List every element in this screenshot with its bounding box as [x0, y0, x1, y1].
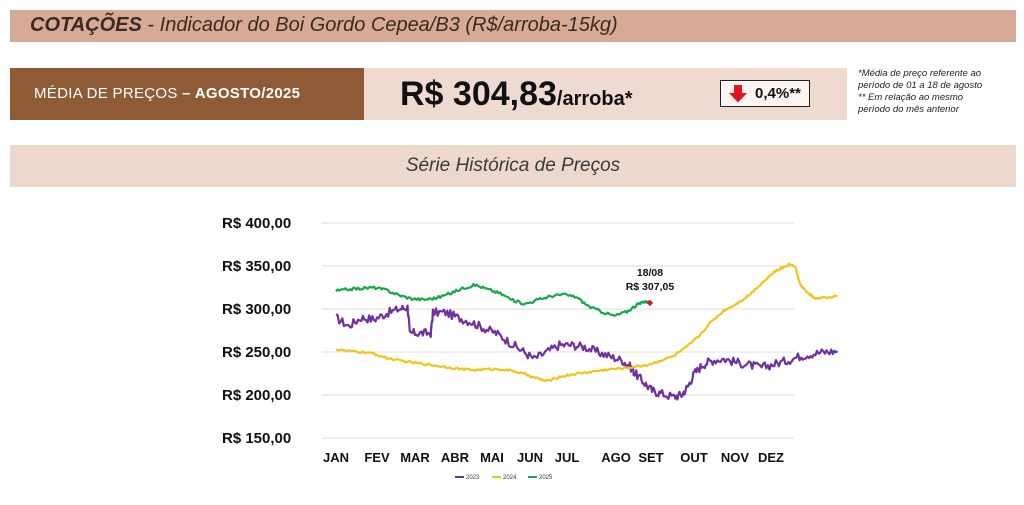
footnote-line: *Média de preço referente ao [858, 68, 982, 79]
arrow-down-icon [729, 85, 747, 103]
series-line-2024 [335, 262, 838, 382]
chart-grid [322, 222, 794, 439]
x-tick-label: FEV [364, 450, 390, 465]
average-price-value: R$ 304,83/arroba* [400, 75, 633, 114]
y-tick-label: R$ 300,00 [222, 301, 291, 318]
footnote-line: ** Em relação ao mesmo [858, 92, 964, 103]
x-axis: JAN FEV MAR ABR MAI JUN JUL AGO SET OUT NOV DEZ [323, 450, 784, 465]
change-badge: 0,4%** [720, 80, 810, 107]
price-number: R$ 304,83 [400, 75, 557, 113]
y-tick-label: R$ 150,00 [222, 430, 291, 447]
price-history-chart: R$ 400,00 R$ 350,00 R$ 300,00 R$ 250,00 R$ 2… [222, 215, 839, 481]
x-tick-label: JUL [555, 450, 580, 465]
legend-label: 2025 [539, 475, 553, 481]
y-axis: R$ 400,00 R$ 350,00 R$ 300,00 R$ 250,00 R$ 2… [222, 215, 291, 447]
x-tick-label: MAR [400, 450, 430, 465]
x-tick-label: JAN [323, 450, 349, 465]
price-unit: /arroba* [556, 88, 633, 110]
page-title: COTAÇÕES - Indicador do Boi Gordo Cepea/… [30, 14, 618, 37]
legend-label: 2023 [466, 475, 480, 481]
series-line-2023 [335, 304, 839, 401]
price-box: R$ 304,83/arroba* 0,4%** [364, 68, 847, 120]
x-tick-label: ABR [441, 450, 470, 465]
average-price-period: – AGOSTO/2025 [182, 85, 301, 102]
x-tick-label: SET [638, 450, 663, 465]
average-price-prefix: MÉDIA DE PREÇOS [34, 85, 183, 102]
y-tick-label: R$ 250,00 [222, 344, 291, 361]
page-title-rest: - Indicador do Boi Gordo Cepea/B3 (R$/ar… [141, 14, 618, 36]
x-tick-label: OUT [680, 450, 708, 465]
footnote-line: período de 01 a 18 de agosto [858, 80, 983, 91]
series-title: Série Histórica de Preços [405, 155, 621, 176]
x-tick-label: MAI [480, 450, 504, 465]
title-band: COTAÇÕES - Indicador do Boi Gordo Cepea/… [10, 10, 1016, 42]
y-tick-label: R$ 350,00 [222, 258, 291, 275]
footnotes: *Média de preço referente ao período de … [858, 68, 1018, 116]
annotation-date: 18/08 [637, 267, 663, 279]
series-title-band: Série Histórica de Preços [10, 145, 1016, 187]
x-tick-label: NOV [721, 450, 750, 465]
chart-legend: 2023 2024 2025 [455, 475, 553, 481]
change-percent: 0,4%** [755, 85, 801, 102]
average-price-label: MÉDIA DE PREÇOS – AGOSTO/2025 [10, 68, 364, 120]
x-tick-label: DEZ [758, 450, 784, 465]
chart-annotation: 18/08 R$ 307,05 [626, 267, 675, 307]
legend-label: 2024 [503, 475, 517, 481]
page-title-bold: COTAÇÕES [30, 14, 142, 36]
x-tick-label: JUN [517, 450, 543, 465]
annotation-value: R$ 307,05 [626, 281, 675, 293]
chart-lines [335, 262, 839, 401]
annotation-marker [646, 299, 654, 307]
y-tick-label: R$ 400,00 [222, 215, 291, 232]
y-tick-label: R$ 200,00 [222, 387, 291, 404]
x-tick-label: AGO [601, 450, 631, 465]
series-line-2025 [335, 282, 651, 317]
footnote-line: período do mês anterior [858, 104, 959, 115]
average-price-label-text: MÉDIA DE PREÇOS – AGOSTO/2025 [34, 85, 300, 102]
